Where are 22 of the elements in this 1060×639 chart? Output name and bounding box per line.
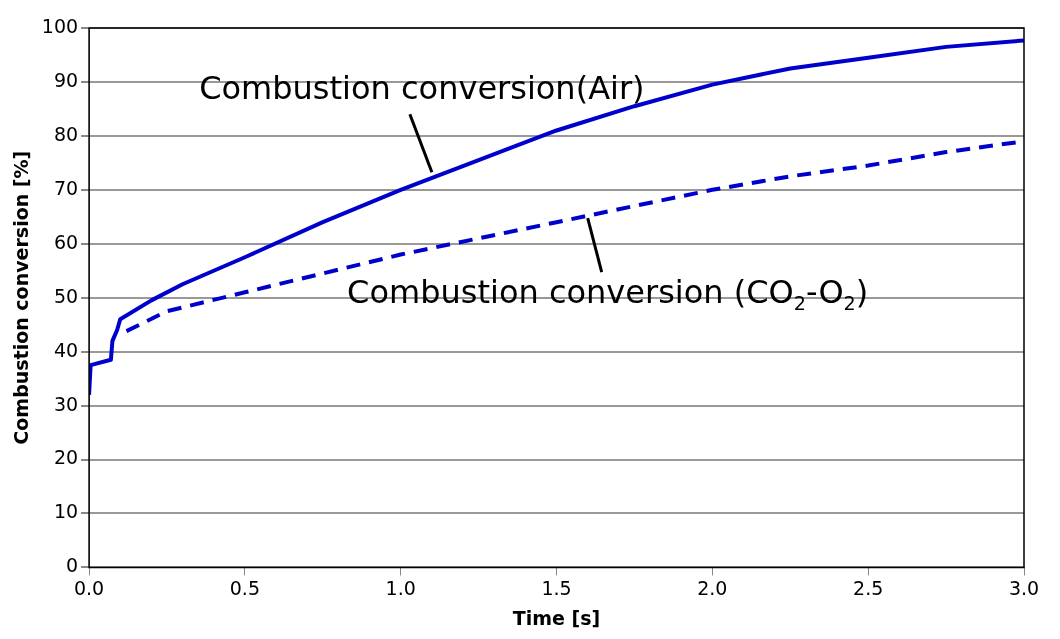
y-tick-label: 0: [65, 554, 79, 577]
y-tick-label: 80: [53, 122, 79, 145]
y-tick-label: 60: [53, 230, 79, 253]
x-tick-label: 1.0: [385, 576, 416, 599]
x-tick-label: 1.5: [541, 576, 572, 599]
x-tick-label: 0.5: [229, 576, 260, 599]
y-tick-label: 100: [41, 14, 79, 37]
y-tick-label: 40: [53, 338, 79, 361]
annotation: Combustion conversion (CO$_{2}$-O$_{2}$): [347, 273, 869, 316]
y-tick-label: 10: [53, 500, 79, 523]
y-tick-label: 30: [53, 392, 79, 415]
y-tick-label: 20: [53, 446, 79, 469]
x-tick-label: 2.0: [697, 576, 728, 599]
y-tick-label: 50: [53, 284, 79, 307]
y-tick-label: 70: [53, 176, 79, 199]
y-tick-label: 90: [53, 68, 79, 91]
x-tick-label: 2.5: [853, 576, 884, 599]
y-axis-title: Combustion conversion [%]: [10, 150, 33, 445]
x-tick-label: 0.0: [73, 576, 105, 599]
annotation: Combustion conversion(Air): [199, 69, 645, 108]
x-tick-label: 3.0: [1008, 576, 1040, 599]
x-axis-title: Time [s]: [512, 606, 601, 629]
